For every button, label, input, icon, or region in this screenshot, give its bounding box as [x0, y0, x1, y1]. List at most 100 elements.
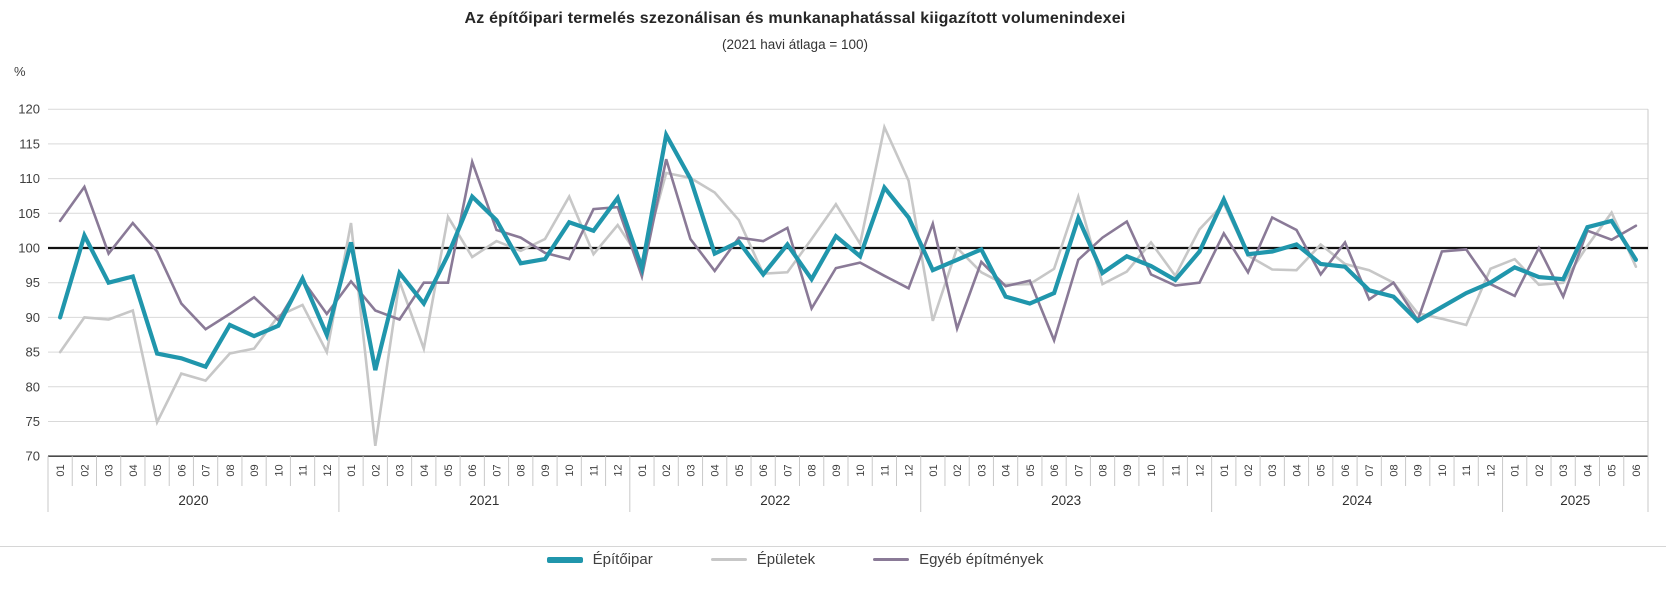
- month-tick-label: 01: [346, 464, 358, 476]
- year-label-2024: 2024: [1342, 493, 1373, 508]
- month-tick-label: 03: [104, 464, 116, 476]
- month-tick-label: 01: [1510, 464, 1522, 476]
- month-tick-label: 12: [904, 464, 916, 476]
- month-tick-label: 11: [298, 465, 310, 476]
- month-tick-label: 03: [685, 464, 697, 476]
- month-tick-label: 06: [467, 464, 479, 476]
- month-tick-label: 04: [1291, 464, 1303, 476]
- month-tick-label: 01: [1219, 464, 1231, 476]
- chart-bottom-divider: [0, 546, 1666, 547]
- month-tick-label: 12: [322, 464, 334, 476]
- month-tick-label: 08: [807, 464, 819, 476]
- month-tick-label: 06: [1340, 464, 1352, 476]
- y-tick-label-110: 110: [19, 171, 40, 186]
- month-tick-label: 07: [782, 464, 794, 476]
- month-tick-label: 11: [1170, 465, 1182, 476]
- y-tick-label-70: 70: [26, 449, 40, 464]
- month-tick-label: 05: [443, 464, 455, 476]
- series-line-0: [57, 128, 1639, 371]
- year-label-2020: 2020: [178, 493, 208, 508]
- month-tick-label: 10: [855, 464, 867, 476]
- month-tick-label: 03: [1267, 464, 1279, 476]
- month-tick-label: 05: [1316, 464, 1328, 476]
- year-label-2022: 2022: [760, 493, 790, 508]
- month-tick-label: 09: [1122, 464, 1134, 476]
- month-tick-label: 08: [225, 464, 237, 476]
- month-tick-label: 11: [588, 465, 600, 476]
- month-tick-label: 07: [1073, 464, 1085, 476]
- month-tick-label: 10: [564, 464, 576, 476]
- chart-header: Az építőipari termelés szezonálisan és m…: [0, 0, 1590, 52]
- month-tick-label: 08: [516, 464, 528, 476]
- year-label-2021: 2021: [469, 493, 499, 508]
- month-tick-label: 02: [661, 464, 673, 476]
- month-tick-label: 07: [491, 464, 503, 476]
- month-tick-label: 12: [1485, 464, 1497, 476]
- month-tick-label: 02: [1534, 464, 1546, 476]
- month-tick-label: 07: [1364, 464, 1376, 476]
- year-label-2023: 2023: [1051, 493, 1081, 508]
- y-axis-unit-label: %: [14, 64, 26, 79]
- y-tick-label-75: 75: [26, 414, 40, 429]
- month-tick-label: 05: [1607, 464, 1619, 476]
- month-tick-label: 04: [1001, 464, 1013, 476]
- month-tick-label: 12: [1195, 464, 1207, 476]
- month-tick-label: 08: [1388, 464, 1400, 476]
- y-tick-label-85: 85: [26, 345, 40, 360]
- month-tick-label: 04: [128, 464, 140, 476]
- month-tick-label: 01: [637, 464, 649, 476]
- month-tick-label: 12: [613, 464, 625, 476]
- month-tick-label: 10: [1146, 464, 1158, 476]
- month-tick-label: 03: [395, 464, 407, 476]
- month-tick-label: 07: [201, 464, 213, 476]
- month-tick-label: 02: [1243, 464, 1255, 476]
- month-tick-label: 06: [758, 464, 770, 476]
- month-tick-label: 04: [419, 464, 431, 476]
- y-tick-label-95: 95: [26, 275, 40, 290]
- month-tick-label: 11: [879, 465, 891, 476]
- legend-swatch-epitoipar: [546, 556, 583, 563]
- month-tick-label: 03: [1558, 464, 1570, 476]
- month-tick-label: 04: [1582, 464, 1594, 476]
- series-line-2: [58, 157, 1638, 345]
- legend-item-epitoipar: Építőipar: [546, 551, 653, 568]
- legend-swatch-egyeb: [873, 557, 910, 562]
- month-tick-label: 05: [1025, 464, 1037, 476]
- y-tick-label-80: 80: [26, 379, 40, 394]
- month-tick-label: 03: [976, 464, 988, 476]
- month-tick-label: 05: [152, 464, 164, 476]
- chart-title: Az építőipari termelés szezonálisan és m…: [464, 10, 1126, 27]
- legend-item-egyeb: Egyéb építmények: [873, 551, 1043, 568]
- month-tick-label: 11: [1461, 465, 1473, 476]
- y-tick-label-105: 105: [18, 206, 40, 221]
- month-tick-label: 01: [928, 464, 940, 476]
- month-tick-label: 06: [1631, 464, 1643, 476]
- legend-label-epuletek: Épületek: [756, 551, 816, 568]
- y-tick-label-115: 115: [19, 136, 40, 151]
- legend-label-epitoipar: Építőipar: [592, 551, 653, 568]
- legend-label-egyeb: Egyéb építmények: [919, 551, 1044, 568]
- month-tick-label: 09: [540, 464, 552, 476]
- month-tick-label: 04: [710, 464, 722, 476]
- month-tick-label: 10: [1437, 464, 1449, 476]
- year-label-2025: 2025: [1560, 493, 1590, 508]
- chart-subtitle: (2021 havi átlaga = 100): [722, 37, 868, 52]
- month-tick-label: 05: [734, 464, 746, 476]
- month-tick-label: 02: [79, 464, 91, 476]
- month-tick-label: 06: [1049, 464, 1061, 476]
- y-tick-label-100: 100: [18, 241, 40, 256]
- month-tick-label: 09: [249, 464, 261, 476]
- chart-legend: Építőipar Épületek Egyéb építmények: [0, 551, 1590, 568]
- month-tick-label: 06: [176, 464, 188, 476]
- month-tick-label: 02: [952, 464, 964, 476]
- month-tick-label: 02: [370, 464, 382, 476]
- legend-item-epuletek: Épületek: [710, 551, 816, 568]
- month-tick-label: 09: [831, 464, 843, 476]
- y-tick-label-90: 90: [26, 310, 40, 325]
- month-tick-label: 01: [55, 464, 67, 476]
- month-tick-label: 09: [1413, 464, 1425, 476]
- series-line-1: [58, 123, 1638, 446]
- month-tick-label: 08: [1098, 464, 1110, 476]
